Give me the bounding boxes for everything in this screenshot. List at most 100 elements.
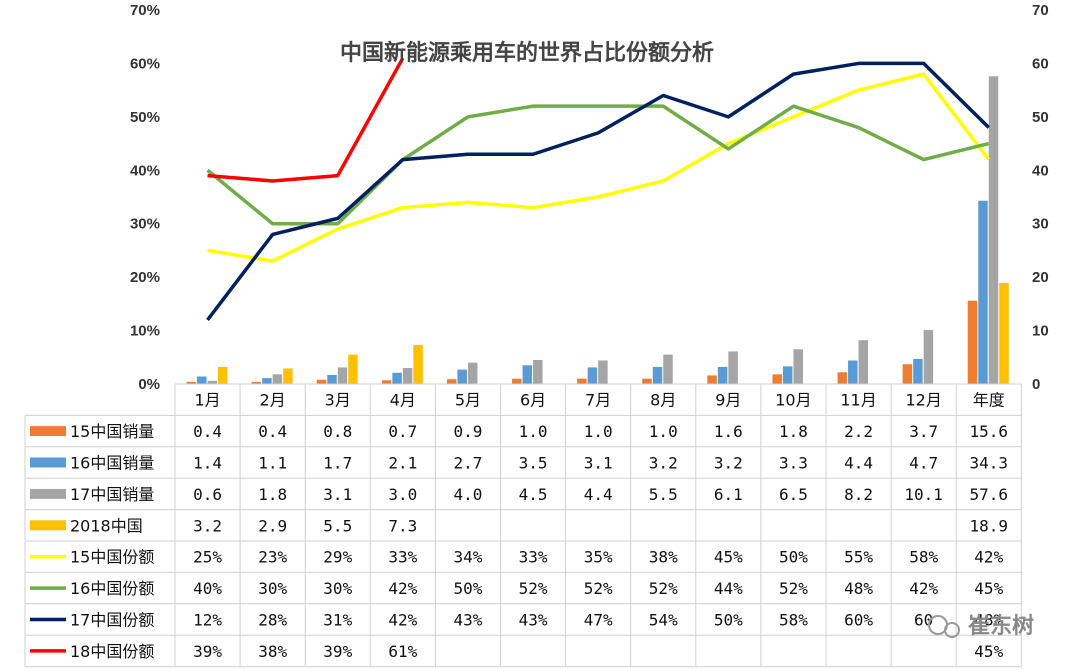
table-cell: 34% [453,548,482,567]
table-cell: 0.4 [193,422,222,441]
table-cell: 58% [909,548,938,567]
series-line [206,104,990,226]
table-header-cell: 11月 [840,391,876,410]
table-cell: 43% [519,611,548,630]
table-cell: 52% [779,579,808,598]
bar-layer [186,76,1009,384]
y-left-tick-label: 20% [130,269,160,286]
table-cell: 3.2 [193,516,222,535]
table-cell: 3.7 [909,422,938,441]
table-cell: 2.9 [258,516,287,535]
table-cell: 2.2 [844,422,873,441]
bar [218,366,228,384]
table-cell: 45% [714,548,743,567]
table-cell: 7.3 [388,516,417,535]
table-cell: 31% [323,611,352,630]
table-cell: 50% [779,548,808,567]
table-cell: 1.8 [779,422,808,441]
table-cell: 44% [714,579,743,598]
y-right-tick-label: 20 [1032,269,1049,286]
table-cell: 48% [844,579,873,598]
series-line [206,61,990,321]
table-cell: 42% [388,579,417,598]
chart-title: 中国新能源乘用车的世界占比份额分析 [340,40,714,66]
table-cell: 45% [974,642,1003,661]
table-cell: 35% [584,548,613,567]
bar [598,360,608,384]
bar [533,359,543,384]
table-cell: 3.3 [779,454,808,473]
table-header-cell: 4月 [390,391,416,410]
table-cell: 43% [453,611,482,630]
bar [717,366,728,384]
table-cell: 55% [844,548,873,567]
table-cell: 0.7 [388,422,417,441]
bar [707,375,717,384]
table-header-cell: 2月 [260,391,286,410]
table-cell: 0.4 [258,422,287,441]
table-cell: 52% [519,579,548,598]
bar [446,379,457,384]
table-cell: 3.1 [323,485,352,504]
legend-swatch [30,457,66,468]
watermark-text: 崔东树 [968,613,1034,639]
table-cell: 4.4 [844,454,873,473]
bar [522,365,533,384]
table-cell: 1.4 [193,454,222,473]
table-cell: 2.1 [388,454,417,473]
bar [283,368,293,384]
table-cell: 4.0 [453,485,482,504]
bar [262,378,272,384]
legend-label: 17中国份额 [70,611,154,630]
table-cell: 0.6 [193,485,222,504]
table-cell: 2.7 [453,454,482,473]
y-axis-right: 0 10 20 30 40 50 60 70 [1032,2,1049,393]
table-cell: 38% [258,642,287,661]
table-header-cell: 1月 [194,391,220,410]
bar [186,381,197,384]
y-left-tick-label: 30% [130,216,160,233]
watermark-icon-small [944,622,960,638]
table-cell: 18.9 [969,516,1008,535]
table-cell: 8.2 [844,485,873,504]
table-cell: 58% [779,611,808,630]
bar [327,374,337,384]
table-cell: 40% [193,579,222,598]
table-cell: 23% [258,548,287,567]
y-left-tick-label: 10% [130,323,160,340]
series-line [207,57,405,183]
bar [577,378,587,384]
bar [197,376,207,384]
table-cell: 39% [323,642,352,661]
bar [587,367,598,384]
table-cell: 10.1 [904,485,943,504]
table-cell: 3.2 [714,454,743,473]
table-cell: 34.3 [969,454,1008,473]
table-cell: 42% [974,548,1003,567]
watermark: 崔东树 [928,613,1034,639]
y-axis-left: 0% 10% 20% 30% 40% 50% 60% 70% [130,2,160,393]
table-cell: 50% [453,579,482,598]
bar [512,378,522,384]
bar [251,381,262,384]
bar [913,358,923,384]
table-cell: 30% [323,579,352,598]
bar [663,354,673,384]
legend-label: 15中国份额 [70,548,154,567]
table-cell: 48% [974,611,1003,630]
table-cell: 33% [519,548,548,567]
bar [413,344,423,384]
table-cell: 5.5 [323,516,352,535]
table-cell: 25% [193,548,222,567]
table-cell: 12% [193,611,222,630]
table-cell: 3.0 [388,485,417,504]
table-cell: 5.5 [649,485,678,504]
table-cell: 61% [388,642,417,661]
table-cell: 42% [388,611,417,630]
legend-label: 2018中国 [70,516,143,535]
table-cell: 1.1 [258,454,287,473]
table-cell: 1.7 [323,454,352,473]
table-cell: 1.0 [649,422,678,441]
table-cell: 39% [193,642,222,661]
table-cell: 52% [649,579,678,598]
